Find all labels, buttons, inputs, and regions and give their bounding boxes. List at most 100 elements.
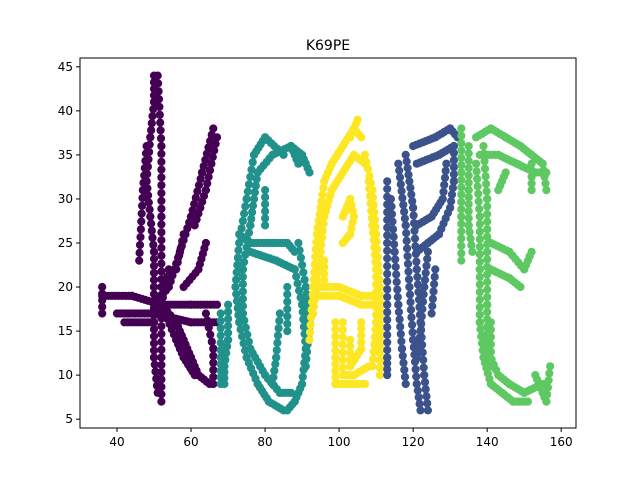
data-point [371, 251, 379, 259]
data-point [294, 279, 302, 287]
y-tick-label: 15 [58, 324, 73, 338]
data-point [476, 228, 484, 236]
data-point [393, 286, 401, 294]
data-point [209, 373, 217, 381]
data-point [203, 316, 211, 324]
data-point [157, 390, 165, 398]
data-point [283, 327, 291, 335]
data-point [404, 268, 412, 276]
data-point [401, 214, 409, 222]
data-point [383, 262, 391, 270]
data-point [157, 166, 165, 174]
series-1 [217, 133, 314, 414]
data-point [372, 280, 380, 288]
data-point [239, 309, 247, 317]
data-point [155, 103, 163, 111]
data-point [150, 269, 158, 277]
data-point [157, 220, 165, 228]
data-point [483, 187, 491, 195]
data-point [479, 142, 487, 150]
data-point [483, 218, 491, 226]
data-point [294, 239, 302, 247]
data-point [157, 150, 165, 158]
data-point [450, 142, 458, 150]
y-axis: 51015202530354045 [58, 60, 80, 426]
data-point [420, 290, 428, 298]
data-point [276, 309, 284, 317]
data-point [302, 362, 310, 370]
data-point [483, 210, 491, 218]
data-point [388, 218, 396, 226]
data-point [476, 311, 484, 319]
data-point [136, 249, 144, 257]
data-point [441, 174, 449, 182]
data-point [372, 296, 380, 304]
data-point [457, 139, 465, 147]
data-point [412, 258, 420, 266]
data-point [396, 315, 404, 323]
data-point [420, 371, 428, 379]
data-point [372, 288, 380, 296]
y-tick-label: 35 [58, 148, 73, 162]
data-point [483, 202, 491, 210]
data-point [403, 237, 411, 245]
data-point [365, 362, 373, 370]
data-point [402, 221, 410, 229]
data-point [383, 239, 391, 247]
data-point [404, 260, 412, 268]
data-point [231, 283, 239, 291]
data-point [148, 227, 156, 235]
data-point [396, 173, 404, 181]
data-point [483, 301, 491, 309]
data-point [422, 262, 430, 270]
data-point [383, 301, 391, 309]
data-point [376, 364, 384, 372]
data-point [474, 190, 482, 198]
data-point [476, 280, 484, 288]
data-point [135, 257, 143, 265]
data-point [542, 168, 550, 176]
data-point [149, 241, 157, 249]
data-point [370, 243, 378, 251]
data-point [546, 362, 554, 370]
data-point [383, 308, 391, 316]
y-tick-label: 25 [58, 236, 73, 250]
data-point [331, 346, 339, 354]
data-point [283, 320, 291, 328]
data-point [307, 321, 315, 329]
data-point [261, 186, 269, 194]
data-point [476, 220, 484, 228]
data-point [403, 244, 411, 252]
x-tick-label: 40 [109, 435, 124, 449]
data-point [465, 193, 473, 201]
data-point [209, 345, 217, 353]
data-point [431, 265, 439, 273]
data-point [157, 346, 165, 354]
data-point [465, 207, 473, 215]
data-point [406, 298, 414, 306]
data-point [413, 265, 421, 273]
data-point [157, 252, 165, 260]
data-point [383, 346, 391, 354]
data-point [191, 221, 199, 229]
data-point [362, 158, 370, 166]
data-point [383, 316, 391, 324]
data-point [205, 324, 213, 332]
data-point [476, 296, 484, 304]
data-point [483, 308, 491, 316]
series-3 [383, 124, 462, 414]
y-tick-label: 5 [65, 412, 73, 426]
data-point [399, 201, 407, 209]
data-point [413, 273, 421, 281]
data-point [141, 157, 149, 165]
data-point [457, 161, 465, 169]
data-point [483, 195, 491, 203]
data-point [390, 233, 398, 241]
data-point [483, 293, 491, 301]
data-point [148, 119, 156, 127]
series-0 [98, 72, 221, 406]
data-point [361, 380, 369, 388]
data-point [473, 167, 481, 175]
data-point [339, 341, 347, 349]
data-point [339, 318, 347, 326]
